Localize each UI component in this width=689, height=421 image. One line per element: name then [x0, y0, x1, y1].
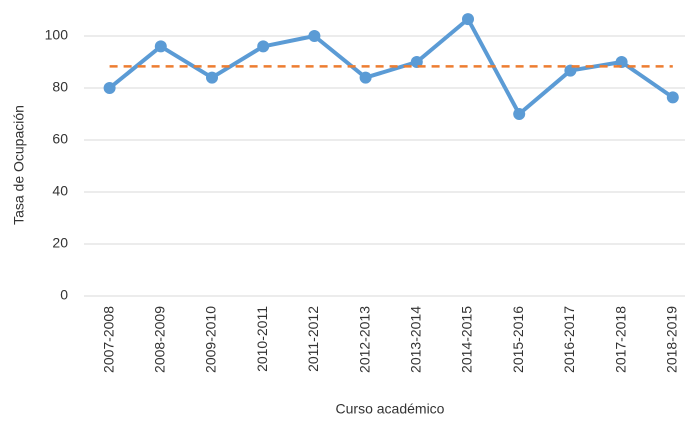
marker: [154, 40, 167, 53]
marker: [308, 30, 321, 42]
x-tick-label: 2018-2019: [664, 306, 680, 373]
x-tick-label: 2010-2011: [254, 306, 270, 372]
x-axis-title: Curso académico: [336, 401, 445, 417]
y-axis-title: Tasa de Ocupación: [11, 105, 27, 225]
marker: [257, 40, 270, 53]
marker: [410, 56, 423, 68]
x-tick-label: 2012-2013: [356, 306, 372, 373]
x-tick-label: 2007-2008: [100, 306, 116, 373]
y-tick-label: 60: [52, 131, 68, 147]
x-tick-label: 2013-2014: [408, 306, 424, 373]
x-tick-label: 2015-2016: [510, 306, 526, 373]
x-tick-label: 2011-2012: [305, 306, 321, 372]
y-tick-label: 20: [52, 235, 68, 251]
x-tick-label: 2017-2018: [612, 306, 628, 373]
x-tick-label: 2009-2010: [203, 306, 219, 373]
y-tick-label: 80: [52, 79, 68, 95]
marker: [462, 13, 474, 26]
x-tick-label: 2014-2015: [459, 306, 475, 373]
marker: [513, 108, 526, 120]
y-tick-label: 100: [45, 27, 69, 43]
marker: [615, 56, 628, 68]
y-tick-label: 40: [52, 183, 68, 199]
marker: [666, 91, 679, 104]
marker: [206, 71, 218, 84]
marker: [359, 71, 372, 84]
y-tick-label: 0: [60, 287, 68, 303]
line: [108, 17, 674, 116]
x-tick-label: 2008-2009: [152, 306, 168, 373]
x-tick-label: 2016-2017: [561, 306, 577, 373]
marker: [103, 82, 116, 94]
